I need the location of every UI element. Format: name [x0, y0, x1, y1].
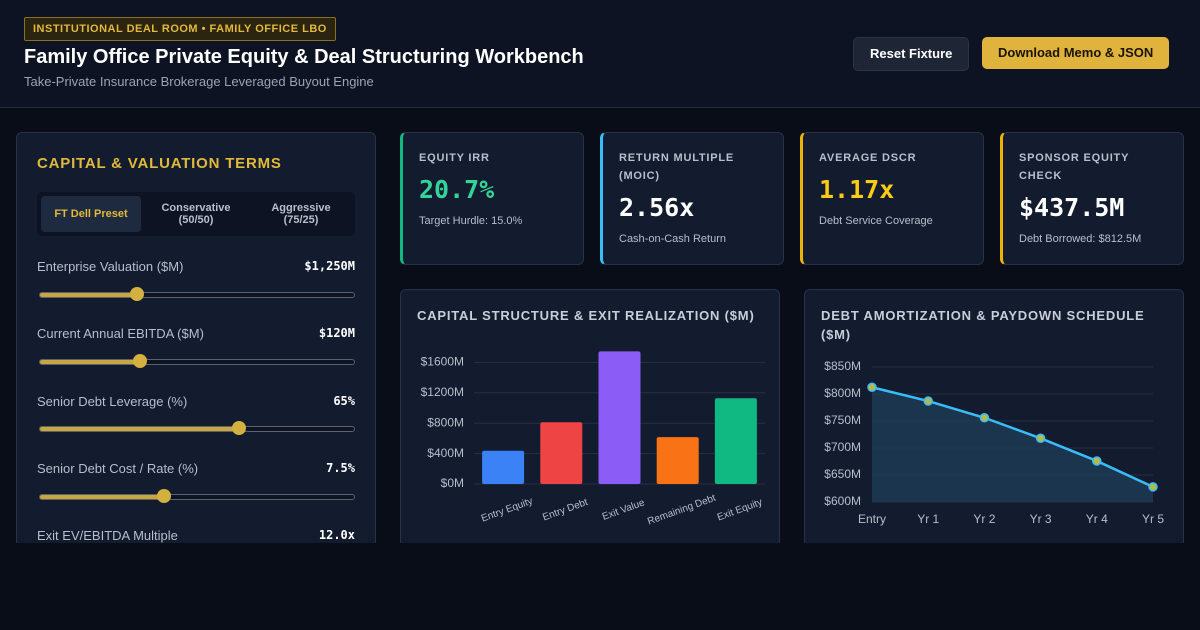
- preset-tabs: FT Dell Preset Conservative (50/50) Aggr…: [37, 192, 355, 236]
- chart-card: CAPITAL STRUCTURE & EXIT REALIZATION ($M…: [400, 289, 780, 543]
- slider-label: Enterprise Valuation ($M): [37, 259, 184, 274]
- kpi-card: SPONSOR EQUITY CHECK $437.5M Debt Borrow…: [1000, 132, 1184, 265]
- bar: [714, 398, 757, 484]
- slider-label: Senior Debt Leverage (%): [37, 394, 188, 409]
- y-tick-label: $700M: [824, 440, 861, 454]
- kpi-label: EQUITY IRR: [419, 152, 490, 164]
- point: [1148, 482, 1158, 492]
- bar: [598, 351, 641, 484]
- x-tick-label: Exit Value: [601, 497, 647, 523]
- x-tick-label: Exit Equity: [716, 497, 764, 523]
- slider[interactable]: [39, 354, 355, 368]
- slider-value: $120M: [318, 326, 355, 340]
- panel-title: CAPITAL & VALUATION TERMS: [37, 155, 282, 172]
- x-tick-label: Yr 1: [917, 512, 939, 526]
- slider[interactable]: [39, 421, 355, 435]
- y-tick-label: $400M: [427, 446, 464, 460]
- chart-card: DEBT AMORTIZATION & PAYDOWN SCHEDULE ($M…: [804, 289, 1184, 543]
- chart-title: DEBT AMORTIZATION & PAYDOWN SCHEDULE ($M…: [821, 308, 1145, 342]
- slider-value: 7.5%: [326, 461, 355, 475]
- slider[interactable]: [39, 489, 355, 503]
- y-tick-label: $650M: [824, 467, 861, 481]
- y-tick-label: $1200M: [421, 385, 464, 399]
- kpi-label: SPONSOR EQUITY CHECK: [1019, 152, 1130, 182]
- badge: INSTITUTIONAL DEAL ROOM • FAMILY OFFICE …: [24, 17, 336, 41]
- line: [871, 386, 1154, 489]
- kpi-value: 2.56x: [619, 193, 695, 222]
- slider-label: Current Annual EBITDA ($M): [37, 326, 204, 341]
- kpi-card: EQUITY IRR 20.7% Target Hurdle: 15.0%: [400, 132, 584, 265]
- x-tick-label: Entry Equity: [480, 496, 534, 525]
- kpi-value: 20.7%: [419, 175, 495, 204]
- slider-label: Exit EV/EBITDA Multiple: [37, 528, 178, 543]
- y-tick-label: $1600M: [421, 355, 464, 369]
- point: [1092, 456, 1102, 466]
- x-tick-label: Yr 2: [973, 512, 995, 526]
- download-button[interactable]: Download Memo & JSON: [982, 37, 1170, 69]
- chart-title: CAPITAL STRUCTURE & EXIT REALIZATION ($M…: [417, 308, 755, 323]
- page-title: Family Office Private Equity & Deal Stru…: [24, 46, 584, 68]
- x-tick-label: Remaining Debt: [646, 493, 717, 528]
- kpi-value: $437.5M: [1019, 193, 1125, 222]
- slider-label: Senior Debt Cost / Rate (%): [37, 461, 199, 476]
- bar: [656, 437, 699, 484]
- x-tick-label: Entry: [858, 512, 886, 526]
- kpi-value: 1.17x: [819, 175, 895, 204]
- point: [1035, 433, 1046, 444]
- kpi-label: RETURN MULTIPLE (MOIC): [619, 152, 735, 182]
- terms-panel: CAPITAL & VALUATION TERMS FT Dell Preset…: [16, 132, 376, 543]
- x-tick-label: Yr 4: [1086, 512, 1108, 526]
- line-chart: $600M $650M $700M $750M $800M $850M Entry Yr 1 Y…: [824, 359, 1164, 526]
- point: [867, 382, 877, 392]
- preset-tab[interactable]: Aggressive (75/25): [271, 202, 331, 226]
- point: [923, 396, 933, 406]
- kpi-label: AVERAGE DSCR: [819, 152, 917, 164]
- slider-value: $1,250M: [304, 259, 355, 273]
- bar: [540, 422, 583, 484]
- slider-value: 65%: [333, 394, 355, 408]
- kpi-note: Debt Service Coverage: [819, 215, 933, 227]
- bar-chart: $0M $400M $800M $1200M $1600M Entry Equity Ent…: [421, 351, 765, 528]
- kpi-note: Debt Borrowed: $812.5M: [1019, 233, 1142, 245]
- main: CAPITAL & VALUATION TERMS FT Dell Preset…: [0, 108, 1200, 543]
- y-tick-label: $850M: [824, 359, 861, 373]
- slider[interactable]: [39, 287, 355, 301]
- y-tick-label: $800M: [427, 415, 464, 429]
- x-tick-label: Entry Debt: [541, 497, 589, 524]
- kpi-note: Cash-on-Cash Return: [619, 233, 726, 245]
- slider-value: 12.0x: [318, 528, 355, 542]
- preset-tab[interactable]: FT Dell Preset: [41, 196, 141, 232]
- point: [979, 413, 990, 423]
- bar: [482, 450, 525, 484]
- kpi-card: AVERAGE DSCR 1.17x Debt Service Coverage: [800, 132, 984, 265]
- kpi-card: RETURN MULTIPLE (MOIC) 2.56x Cash-on-Cas…: [600, 132, 784, 265]
- y-tick-label: $800M: [824, 386, 861, 400]
- header: INSTITUTIONAL DEAL ROOM • FAMILY OFFICE …: [0, 0, 1200, 108]
- kpi-note: Target Hurdle: 15.0%: [419, 215, 523, 227]
- x-tick-label: Yr 5: [1142, 512, 1164, 526]
- reset-button[interactable]: Reset Fixture: [853, 37, 970, 71]
- preset-tab[interactable]: Conservative (50/50): [161, 202, 231, 226]
- x-tick-label: Yr 3: [1030, 512, 1052, 526]
- y-tick-label: $600M: [824, 494, 861, 508]
- y-tick-label: $750M: [824, 413, 861, 427]
- subtitle: Take-Private Insurance Brokerage Leverag…: [24, 74, 374, 89]
- y-tick-label: $0M: [441, 476, 464, 490]
- area: [872, 387, 1153, 502]
